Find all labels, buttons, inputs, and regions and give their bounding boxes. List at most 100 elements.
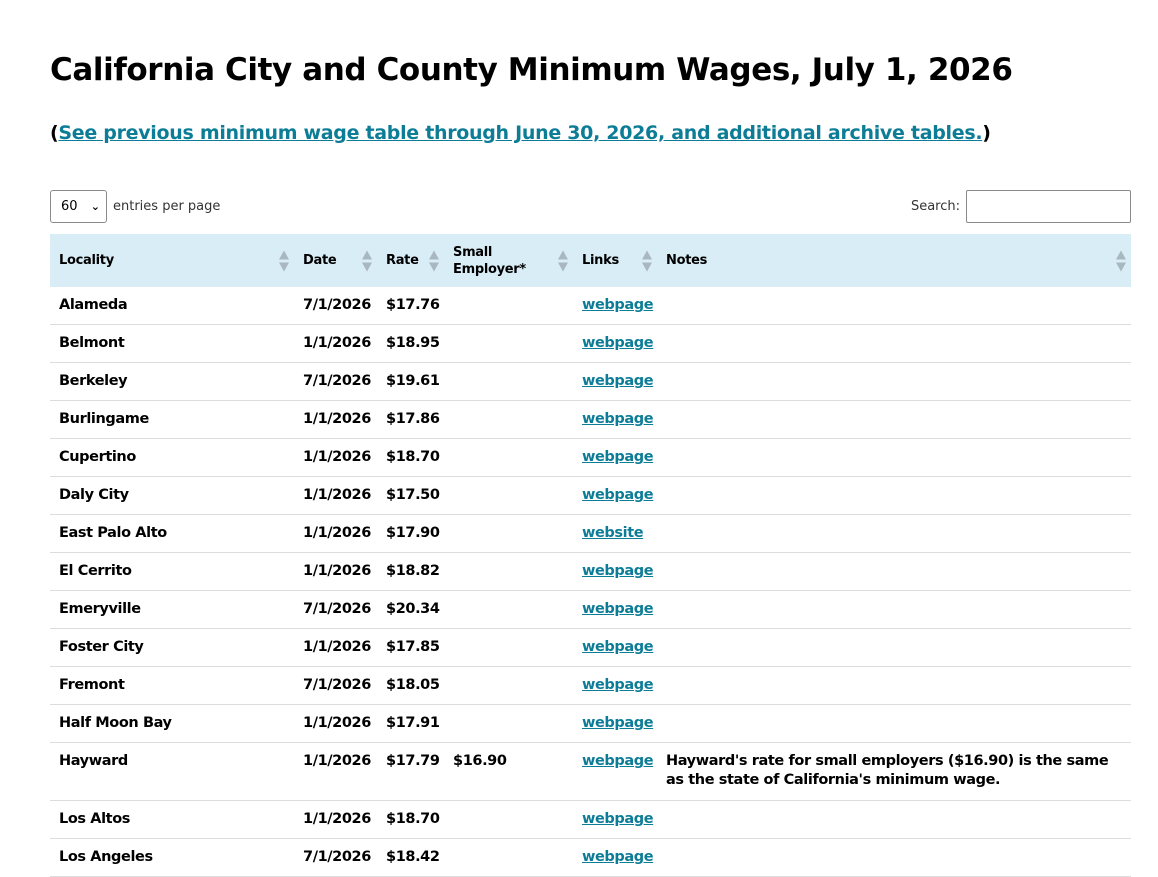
search-control: Search: xyxy=(911,190,1131,223)
rate-text: $19.61 xyxy=(386,373,440,389)
locality-webpage-link[interactable]: webpage xyxy=(582,601,654,617)
link-cell: webpage xyxy=(573,590,657,629)
notes-cell xyxy=(657,628,1131,667)
locality-text: Los Angeles xyxy=(59,849,153,865)
date-text: 1/1/2026 xyxy=(303,563,371,579)
date-cell: 1/1/2026 xyxy=(294,400,377,439)
entries-per-page-label: entries per page xyxy=(113,199,221,214)
date-cell: 1/1/2026 xyxy=(294,476,377,515)
notes-cell xyxy=(657,666,1131,705)
locality-webpage-link[interactable]: webpage xyxy=(582,411,654,427)
archive-close-paren: ) xyxy=(982,122,991,144)
link-cell: webpage xyxy=(573,324,657,363)
locality-text: East Palo Alto xyxy=(59,525,167,541)
column-header-links[interactable]: Links xyxy=(573,234,657,287)
column-header-label: Rate xyxy=(386,253,419,268)
locality-webpage-link[interactable]: webpage xyxy=(582,677,654,693)
locality-cell: Los Altos xyxy=(50,800,294,839)
table-row: Belmont 1/1/2026 $18.95 webpage xyxy=(50,324,1131,363)
column-header-rate[interactable]: Rate xyxy=(377,234,444,287)
locality-webpage-link[interactable]: webpage xyxy=(582,297,654,313)
table-row: Emeryville 7/1/2026 $20.34 webpage xyxy=(50,590,1131,629)
notes-cell xyxy=(657,362,1131,401)
date-cell: 7/1/2026 xyxy=(294,287,377,325)
table-row: Los Altos 1/1/2026 $18.70 webpage xyxy=(50,800,1131,839)
locality-webpage-link[interactable]: webpage xyxy=(582,563,654,579)
rate-text: $17.50 xyxy=(386,487,440,503)
archive-note: (See previous minimum wage table through… xyxy=(50,119,991,147)
table-header-row: Locality Date Rate Small Employer* Links… xyxy=(50,234,1131,287)
rate-cell: $20.34 xyxy=(377,590,444,629)
column-header-small-employer[interactable]: Small Employer* xyxy=(444,234,573,287)
locality-cell: Berkeley xyxy=(50,362,294,401)
page-title: California City and County Minimum Wages… xyxy=(50,52,1013,88)
search-input[interactable] xyxy=(966,190,1131,223)
rate-cell: $17.79 xyxy=(377,742,444,801)
locality-text: Cupertino xyxy=(59,449,136,465)
entries-per-page-select[interactable]: 60 ⌄ xyxy=(50,190,107,223)
locality-webpage-link[interactable]: webpage xyxy=(582,487,654,503)
date-text: 1/1/2026 xyxy=(303,487,371,503)
date-text: 7/1/2026 xyxy=(303,297,371,313)
column-header-locality[interactable]: Locality xyxy=(50,234,294,287)
locality-webpage-link[interactable]: webpage xyxy=(582,373,654,389)
date-cell: 1/1/2026 xyxy=(294,514,377,553)
small-employer-cell xyxy=(444,704,573,743)
date-text: 1/1/2026 xyxy=(303,811,371,827)
small-employer-cell xyxy=(444,838,573,877)
date-cell: 1/1/2026 xyxy=(294,628,377,667)
locality-webpage-link[interactable]: website xyxy=(582,525,644,541)
notes-cell xyxy=(657,287,1131,325)
locality-cell: Hayward xyxy=(50,742,294,801)
rate-text: $17.79 xyxy=(386,753,440,769)
locality-cell: Burlingame xyxy=(50,400,294,439)
small-employer-cell xyxy=(444,400,573,439)
locality-webpage-link[interactable]: webpage xyxy=(582,335,654,351)
locality-webpage-link[interactable]: webpage xyxy=(582,753,654,769)
sort-icon xyxy=(1116,250,1126,271)
locality-webpage-link[interactable]: webpage xyxy=(582,715,654,731)
table-row: Hayward 1/1/2026 $17.79 $16.90 webpage Haywar… xyxy=(50,742,1131,801)
notes-cell xyxy=(657,400,1131,439)
rate-text: $17.85 xyxy=(386,639,440,655)
chevron-down-icon: ⌄ xyxy=(90,200,100,213)
locality-webpage-link[interactable]: webpage xyxy=(582,639,654,655)
link-cell: website xyxy=(573,514,657,553)
locality-text: El Cerrito xyxy=(59,563,132,579)
locality-cell: Cupertino xyxy=(50,438,294,477)
date-text: 7/1/2026 xyxy=(303,373,371,389)
notes-cell xyxy=(657,438,1131,477)
locality-webpage-link[interactable]: webpage xyxy=(582,811,654,827)
date-text: 7/1/2026 xyxy=(303,601,371,617)
sort-icon xyxy=(558,250,568,271)
table-row: Alameda 7/1/2026 $17.76 webpage xyxy=(50,287,1131,325)
table-row: El Cerrito 1/1/2026 $18.82 webpage xyxy=(50,552,1131,591)
locality-text: Los Altos xyxy=(59,811,130,827)
locality-text: Alameda xyxy=(59,297,128,313)
date-text: 1/1/2026 xyxy=(303,715,371,731)
table-row: Half Moon Bay 1/1/2026 $17.91 webpage xyxy=(50,704,1131,743)
table-row: Cupertino 1/1/2026 $18.70 webpage xyxy=(50,438,1131,477)
archive-link[interactable]: See previous minimum wage table through … xyxy=(58,122,983,144)
rate-cell: $17.91 xyxy=(377,704,444,743)
date-cell: 7/1/2026 xyxy=(294,590,377,629)
column-header-notes[interactable]: Notes xyxy=(657,234,1131,287)
small-employer-cell xyxy=(444,362,573,401)
small-employer-cell xyxy=(444,552,573,591)
column-header-label: Small Employer* xyxy=(453,244,526,277)
rate-cell: $17.50 xyxy=(377,476,444,515)
rate-cell: $18.82 xyxy=(377,552,444,591)
link-cell: webpage xyxy=(573,400,657,439)
locality-cell: Los Angeles xyxy=(50,838,294,877)
sort-icon xyxy=(362,250,372,271)
locality-webpage-link[interactable]: webpage xyxy=(582,849,654,865)
notes-cell xyxy=(657,800,1131,839)
column-header-date[interactable]: Date xyxy=(294,234,377,287)
link-cell: webpage xyxy=(573,438,657,477)
date-text: 7/1/2026 xyxy=(303,677,371,693)
small-employer-cell: $16.90 xyxy=(444,742,573,801)
table-row: Burlingame 1/1/2026 $17.86 webpage xyxy=(50,400,1131,439)
column-header-label: Links xyxy=(582,253,619,268)
rate-cell: $17.76 xyxy=(377,287,444,325)
locality-webpage-link[interactable]: webpage xyxy=(582,449,654,465)
